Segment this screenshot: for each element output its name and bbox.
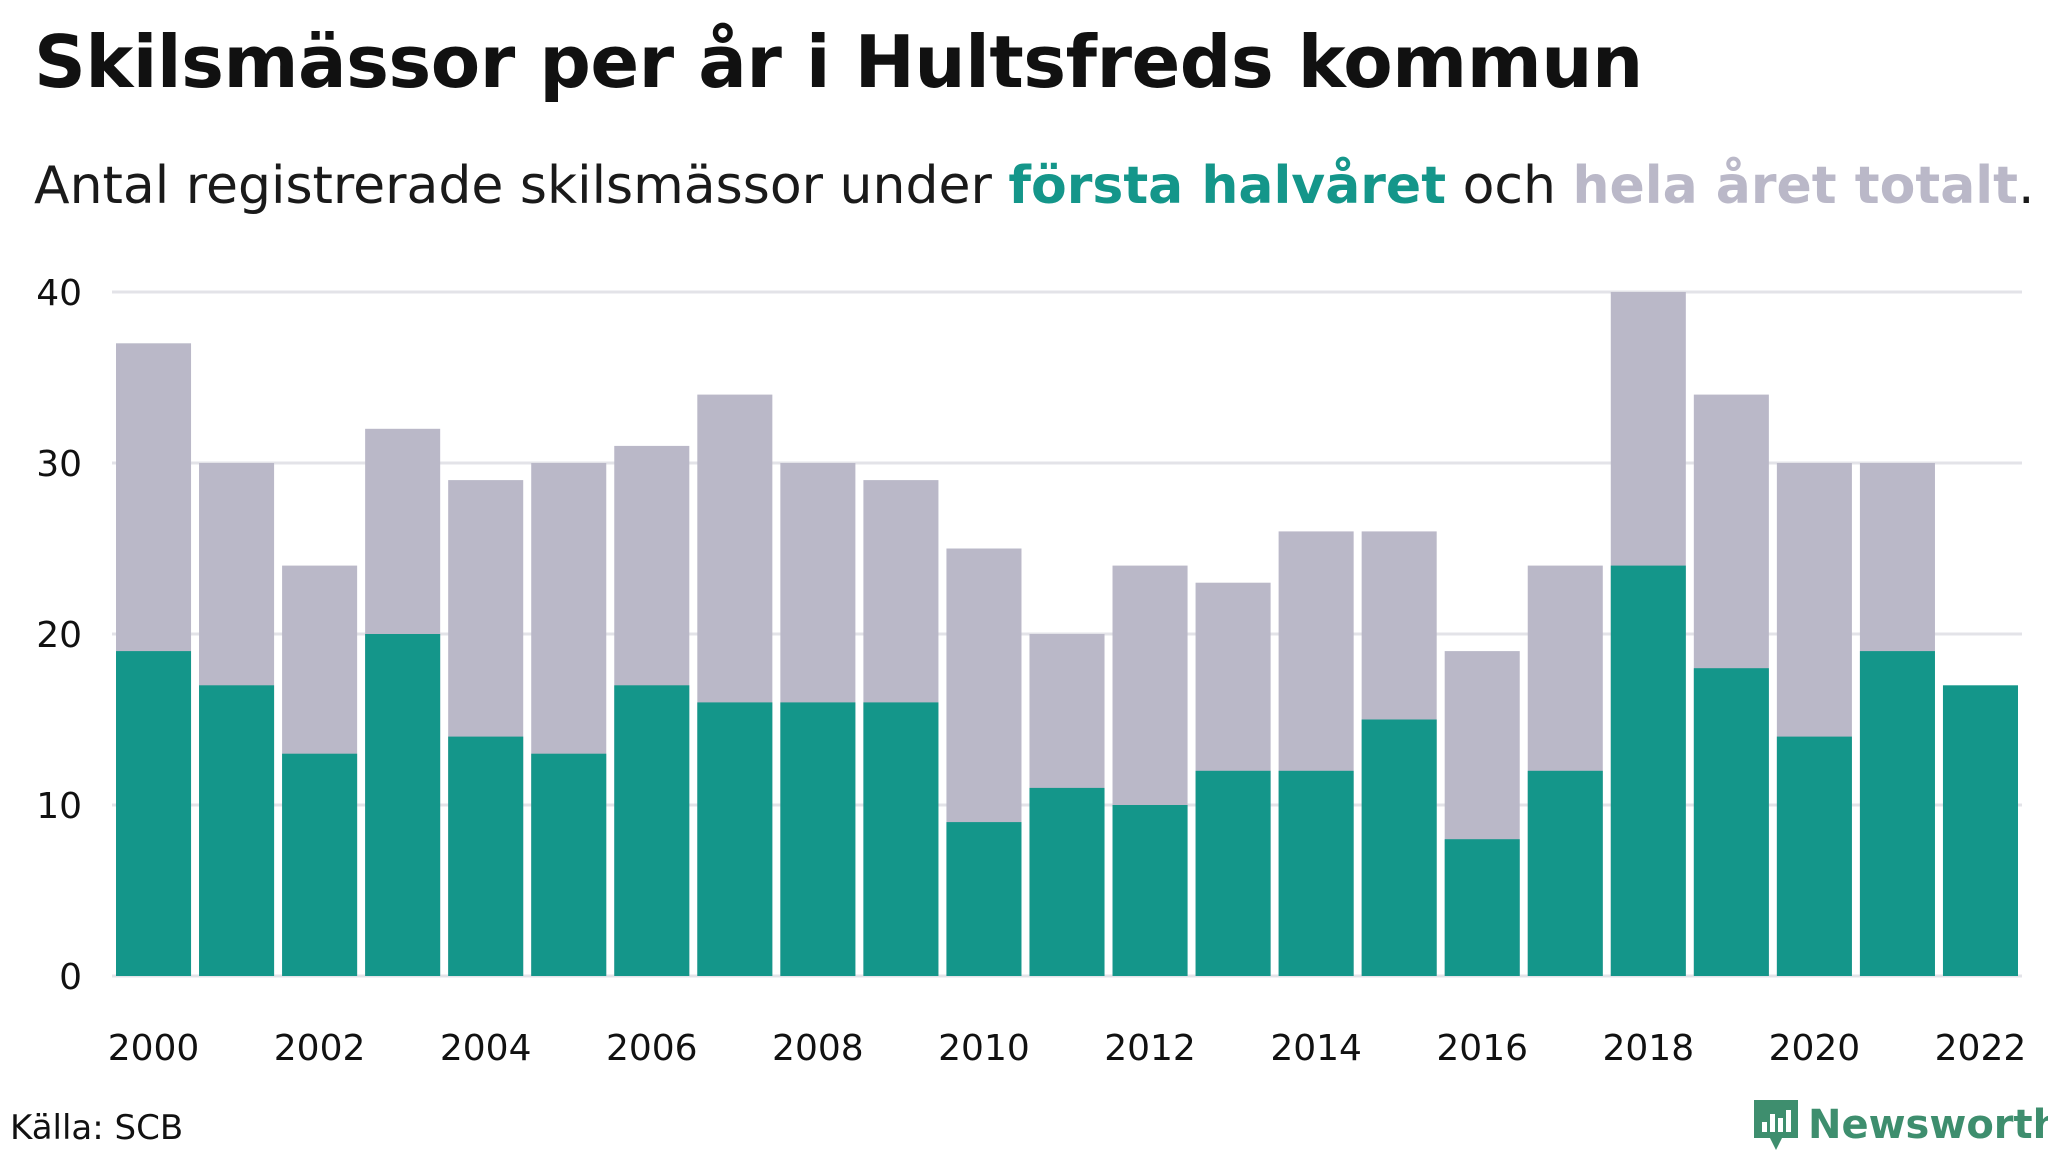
- y-axis-ticks: 0 10 20 30 40: [36, 273, 82, 998]
- bar-first-half-2009: [863, 702, 939, 976]
- x-tick-label: 2002: [274, 1028, 366, 1069]
- bar-first-half-2010: [946, 822, 1022, 976]
- brand-name: Newsworthy: [1808, 1102, 2048, 1148]
- x-axis-ticks: 2000 2002 2004 2006 2008 2010 2012 2014 2016 2018…: [108, 1028, 2027, 1069]
- y-tick-label: 20: [36, 615, 82, 656]
- chart-subtitle: Antal registrerade skilsmässor under för…: [34, 156, 2035, 216]
- subtitle-middle: och: [1446, 156, 1573, 216]
- subtitle-suffix: .: [2017, 156, 2035, 216]
- x-tick-label: 2004: [440, 1028, 532, 1069]
- bars: [116, 292, 2018, 977]
- x-tick-label: 2020: [1769, 1028, 1861, 1069]
- bar-first-half-2015: [1361, 719, 1437, 976]
- bar-first-half-2005: [531, 753, 607, 976]
- bar-first-half-2014: [1278, 770, 1354, 976]
- bar-first-half-2003: [365, 634, 441, 976]
- x-tick-label: 2022: [1935, 1028, 2027, 1069]
- subtitle-full-year-label: hela året totalt: [1572, 156, 2018, 216]
- bar-first-half-2008: [780, 702, 856, 976]
- bar-first-half-2000: [116, 651, 192, 976]
- subtitle-prefix: Antal registrerade skilsmässor under: [34, 156, 1009, 216]
- bar-first-half-2016: [1444, 839, 1520, 976]
- bar-first-half-2001: [199, 685, 275, 976]
- bar-first-half-2004: [448, 736, 524, 976]
- x-tick-label: 2000: [108, 1028, 200, 1069]
- bar-first-half-2020: [1776, 736, 1852, 976]
- x-tick-label: 2010: [938, 1028, 1030, 1069]
- x-tick-label: 2006: [606, 1028, 698, 1069]
- x-tick-label: 2014: [1270, 1028, 1362, 1069]
- y-tick-label: 10: [36, 786, 82, 827]
- bar-first-half-2002: [282, 753, 358, 976]
- x-tick-label: 2012: [1104, 1028, 1196, 1069]
- x-tick-label: 2018: [1602, 1028, 1694, 1069]
- chart-title: Skilsmässor per år i Hultsfreds kommun: [34, 20, 1643, 104]
- bar-first-half-2021: [1859, 651, 1935, 976]
- y-tick-label: 40: [36, 273, 82, 314]
- bar-first-half-2022: [1942, 685, 2018, 976]
- bar-first-half-2013: [1195, 770, 1271, 976]
- subtitle-first-half-label: första halvåret: [1008, 156, 1447, 216]
- bar-first-half-2006: [614, 685, 690, 976]
- y-tick-label: 30: [36, 444, 82, 485]
- y-tick-label: 0: [59, 957, 82, 998]
- bar-first-half-2012: [1112, 805, 1188, 976]
- newsworthy-logo-icon: [1754, 1100, 1798, 1150]
- bar-first-half-2017: [1527, 770, 1603, 976]
- bar-first-half-2019: [1693, 668, 1769, 976]
- brand: Newsworthy: [1752, 1098, 2048, 1152]
- bar-first-half-2007: [697, 702, 773, 976]
- x-tick-label: 2016: [1436, 1028, 1528, 1069]
- x-tick-label: 2008: [772, 1028, 864, 1069]
- bar-first-half-2018: [1610, 565, 1686, 976]
- bar-first-half-2011: [1029, 787, 1105, 976]
- source-credit: Källa: SCB: [10, 1108, 184, 1148]
